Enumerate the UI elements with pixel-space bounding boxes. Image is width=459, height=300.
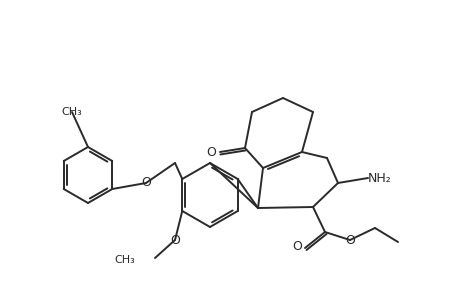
Text: O: O — [206, 146, 215, 158]
Text: CH₃: CH₃ — [62, 107, 82, 117]
Text: O: O — [141, 176, 151, 190]
Text: O: O — [170, 233, 179, 247]
Text: CH₃: CH₃ — [114, 255, 134, 265]
Text: O: O — [344, 233, 354, 247]
Text: O: O — [291, 239, 301, 253]
Text: NH₂: NH₂ — [367, 172, 391, 184]
